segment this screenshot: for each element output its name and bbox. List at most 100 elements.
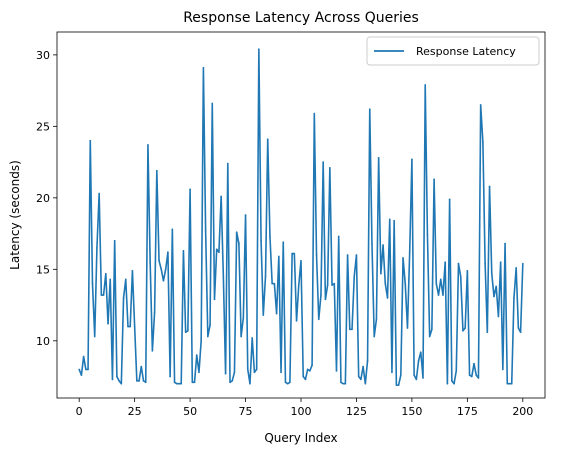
data-point [499,261,502,263]
data-point [262,314,265,316]
data-point [335,370,338,372]
legend-label-response-latency: Response Latency [416,45,516,58]
data-point [269,235,271,238]
data-point [502,368,504,371]
data-point [388,218,391,221]
data-point [479,104,482,106]
data-point [133,325,136,328]
x-tick-label: 100 [291,405,312,418]
data-point [382,244,384,246]
data-point [184,331,187,334]
data-point [233,371,236,374]
data-point [238,242,240,245]
data-point [204,229,207,232]
data-point [344,382,347,385]
data-point [493,295,495,298]
data-point [346,254,349,256]
x-tick-label: 175 [457,405,478,418]
data-point [384,282,387,285]
y-axis-label: Latency (seconds) [8,160,22,270]
data-point [224,372,227,375]
data-point [78,368,80,371]
data-point [286,382,289,385]
data-point [377,157,380,159]
data-point [173,381,176,384]
data-point [317,318,320,321]
data-point [85,368,87,371]
data-point [442,294,444,296]
data-point [253,371,256,374]
data-point [326,284,329,286]
data-point [229,381,231,384]
data-point [266,138,269,141]
data-point [147,144,149,146]
x-tick-label: 50 [183,405,197,418]
data-point [400,374,402,376]
data-point [462,330,464,332]
data-point [102,294,105,296]
data-point [402,257,404,259]
data-point [329,167,331,169]
data-point [169,375,171,378]
data-point [240,335,242,338]
data-point [200,340,202,342]
data-point [100,294,103,296]
data-point [107,322,109,325]
data-point [220,195,222,198]
data-point [490,272,493,275]
data-point [198,371,200,374]
data-point [362,365,364,368]
data-point [342,382,344,385]
data-point [249,382,251,385]
data-point [446,382,449,385]
data-point [191,381,194,384]
data-point [156,169,158,172]
data-point [313,112,316,115]
data-point [371,242,373,245]
data-point [404,282,407,285]
data-point [488,185,491,188]
data-point [391,371,393,374]
data-point [113,239,116,242]
data-point [302,375,305,378]
data-point [131,269,134,272]
data-point [422,377,424,379]
data-point [373,335,376,338]
data-point [519,331,522,334]
data-point [349,328,351,331]
data-point [295,320,298,322]
data-point [136,380,138,382]
data-point [439,278,442,281]
data-point [473,362,475,365]
data-point [244,214,247,216]
y-tick-label: 20 [36,192,50,205]
data-point [435,282,438,285]
plot-area [57,32,545,398]
data-point [215,248,218,251]
data-point [415,378,418,381]
x-axis-label: Query Index [264,431,337,445]
data-point [178,382,180,385]
data-point [211,102,214,105]
data-point [437,294,440,296]
data-point [116,375,118,378]
data-point [455,370,458,372]
data-point [89,139,92,142]
data-point [495,285,498,288]
data-point [129,325,131,328]
data-point [457,262,460,265]
data-point [271,282,273,285]
data-point [333,282,336,285]
data-point [448,198,451,201]
data-point [397,384,400,386]
data-point [393,219,395,222]
y-tick-label: 15 [36,263,50,276]
data-point [87,368,89,371]
data-point [395,384,398,386]
data-point [284,381,287,384]
data-point [322,161,324,163]
data-point [182,249,185,252]
data-point [468,374,471,376]
data-point [375,318,378,321]
